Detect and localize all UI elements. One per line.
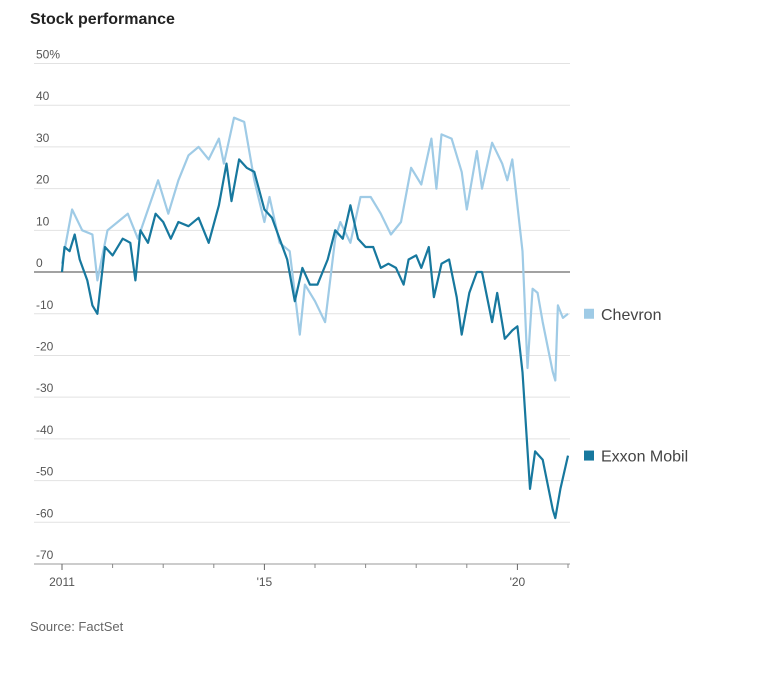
y-tick-label: 50% (36, 48, 60, 62)
y-tick-label: 20 (36, 173, 50, 187)
y-tick-label: -10 (36, 298, 54, 312)
legend-swatch (584, 450, 594, 461)
y-tick-label: -20 (36, 339, 54, 353)
y-tick-label: -30 (36, 381, 54, 395)
legend-label: Chevron (601, 307, 661, 324)
x-tick-label: '15 (257, 575, 273, 589)
legend-label: Exxon Mobil (601, 449, 688, 466)
y-tick-label: -40 (36, 423, 54, 437)
y-tick-label: 10 (36, 214, 50, 228)
series-line (60, 116, 569, 382)
chart-title: Stock performance (30, 11, 175, 28)
source-note: Source: FactSet (30, 619, 124, 634)
x-tick-label: 2011 (49, 575, 75, 589)
series-line (60, 158, 570, 520)
x-tick-label: '20 (510, 575, 526, 589)
y-tick-label: 40 (36, 89, 50, 103)
y-tick-label: -60 (36, 506, 54, 520)
y-tick-label: 30 (36, 131, 50, 145)
legend-swatch (584, 308, 594, 319)
y-tick-label: -70 (36, 548, 54, 562)
y-tick-label: -50 (36, 465, 54, 479)
y-tick-label: 0 (36, 256, 43, 270)
